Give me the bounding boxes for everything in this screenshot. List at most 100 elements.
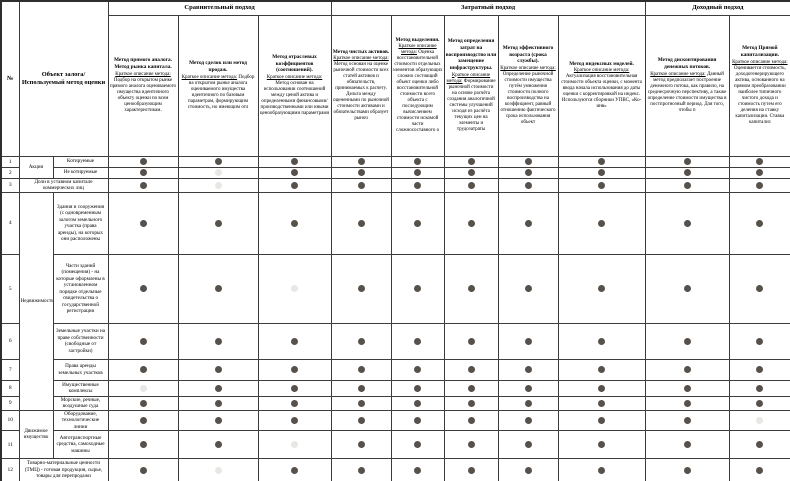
dot-cell — [557, 458, 646, 481]
dot-cell — [728, 166, 790, 179]
applicability-dot — [291, 219, 299, 227]
faint-applicability-dot — [214, 169, 222, 176]
applicability-dot — [357, 384, 365, 392]
group-label-shares: Акции — [18, 155, 54, 179]
applicability-dot — [598, 158, 606, 165]
applicability-dot — [598, 441, 606, 448]
dot-cell — [557, 166, 646, 179]
applicability-dot — [357, 366, 365, 373]
applicability-dot — [524, 466, 532, 474]
dot-cell — [177, 322, 259, 360]
dot-cell — [330, 253, 392, 324]
dot-cell — [644, 177, 730, 193]
dot-cell — [177, 458, 259, 481]
row-number: 8 — [0, 379, 20, 397]
applicability-dot — [414, 441, 422, 448]
applicability-dot — [214, 285, 222, 292]
row-label: Земельные участки на праве собственности… — [52, 322, 109, 360]
faint-applicability-dot — [214, 181, 222, 189]
applicability-dot — [291, 466, 299, 474]
applicability-dot — [598, 181, 606, 189]
method-title: Метод индексных моделей. — [569, 60, 634, 67]
dot-cell — [177, 358, 259, 381]
row-label: Автотранспортные средства, самоходные ма… — [52, 430, 109, 459]
applicability-dot — [291, 416, 299, 424]
dot-cell — [728, 358, 790, 381]
applicability-dot — [756, 169, 764, 176]
approach-comparative: Сравнительный подход — [107, 0, 332, 16]
applicability-dot — [683, 169, 691, 176]
applicability-dot — [139, 158, 147, 165]
dot-cell — [557, 253, 646, 324]
applicability-dot — [139, 399, 147, 407]
dot-cell — [177, 430, 259, 459]
dot-cell — [390, 322, 445, 360]
dot-cell — [107, 458, 179, 481]
dot-cell — [644, 379, 730, 397]
method-header-industry-coefficients: Метод отраслевых коэффициентов (соотноше… — [257, 14, 332, 157]
applicability-dot — [357, 181, 365, 189]
applicability-dot — [291, 337, 299, 345]
dot-cell — [330, 177, 392, 193]
dot-cell — [390, 395, 445, 411]
approach-income: Доходный подход — [644, 0, 790, 16]
dot-cell — [443, 458, 499, 481]
dot-cell — [107, 430, 179, 459]
applicability-dot — [524, 366, 532, 373]
row-label: Части зданий (помещения) - на которые оф… — [52, 253, 109, 324]
method-desc: Краткое описание метода: Подбор на откры… — [109, 71, 177, 113]
applicability-dot — [524, 158, 532, 165]
dot-cell — [177, 409, 259, 431]
applicability-dot — [756, 466, 764, 474]
applicability-dot — [214, 219, 222, 227]
dot-cell — [257, 379, 332, 397]
row-label: Товарно-материальные ценности (ТМЦ) - го… — [18, 458, 109, 481]
applicability-dot — [467, 466, 475, 474]
applicability-dot — [139, 366, 147, 373]
dot-cell — [443, 379, 499, 397]
dot-cell — [443, 322, 499, 360]
dot-cell — [728, 322, 790, 360]
applicability-dot — [467, 399, 475, 407]
dot-cell — [257, 253, 332, 324]
method-title: Метод отраслевых коэффициентов (соотноше… — [272, 54, 317, 74]
method-title: Метод дисконтирования денежных потоков. — [657, 57, 717, 70]
applicability-dot — [756, 181, 764, 189]
faint-applicability-dot — [756, 416, 764, 424]
dot-cell — [390, 379, 445, 397]
applicability-dot — [524, 285, 532, 292]
row-label: Оборудование, технологические линии — [52, 409, 109, 431]
applicability-dot — [598, 416, 606, 424]
dot-cell — [497, 395, 559, 411]
dot-cell — [390, 358, 445, 381]
method-header-effective-age: Метод эффективного возраста (срока служб… — [497, 14, 559, 157]
applicability-dot — [598, 169, 606, 176]
dot-cell — [177, 155, 259, 168]
dot-cell — [177, 395, 259, 411]
row-number: 2 — [0, 166, 20, 179]
row-label: Не котируемые — [52, 166, 109, 179]
row-number: 12 — [0, 458, 20, 481]
dot-cell — [330, 155, 392, 168]
applicability-dot — [214, 441, 222, 448]
applicability-dot — [683, 466, 691, 474]
applicability-dot — [291, 384, 299, 392]
applicability-dot — [414, 399, 422, 407]
method-desc: Краткое описание метода: Метод основан н… — [333, 56, 389, 122]
dot-cell — [257, 409, 332, 431]
dot-cell — [330, 191, 392, 255]
applicability-dot — [598, 466, 606, 474]
method-header-direct-capitalization: Метод Прямой капитализации. Краткое опис… — [728, 14, 790, 157]
dot-cell — [728, 191, 790, 255]
dot-cell — [557, 430, 646, 459]
applicability-dot — [414, 384, 422, 392]
dot-cell — [497, 379, 559, 397]
dot-cell — [644, 395, 730, 411]
applicability-dot — [756, 366, 764, 373]
method-desc: Краткое описание метода: Формирование ры… — [446, 72, 496, 132]
applicability-dot — [357, 337, 365, 345]
dot-cell — [390, 191, 445, 255]
row-label: Морские, речные, воздушные суда — [52, 395, 109, 411]
row-number: 4 — [0, 191, 20, 255]
